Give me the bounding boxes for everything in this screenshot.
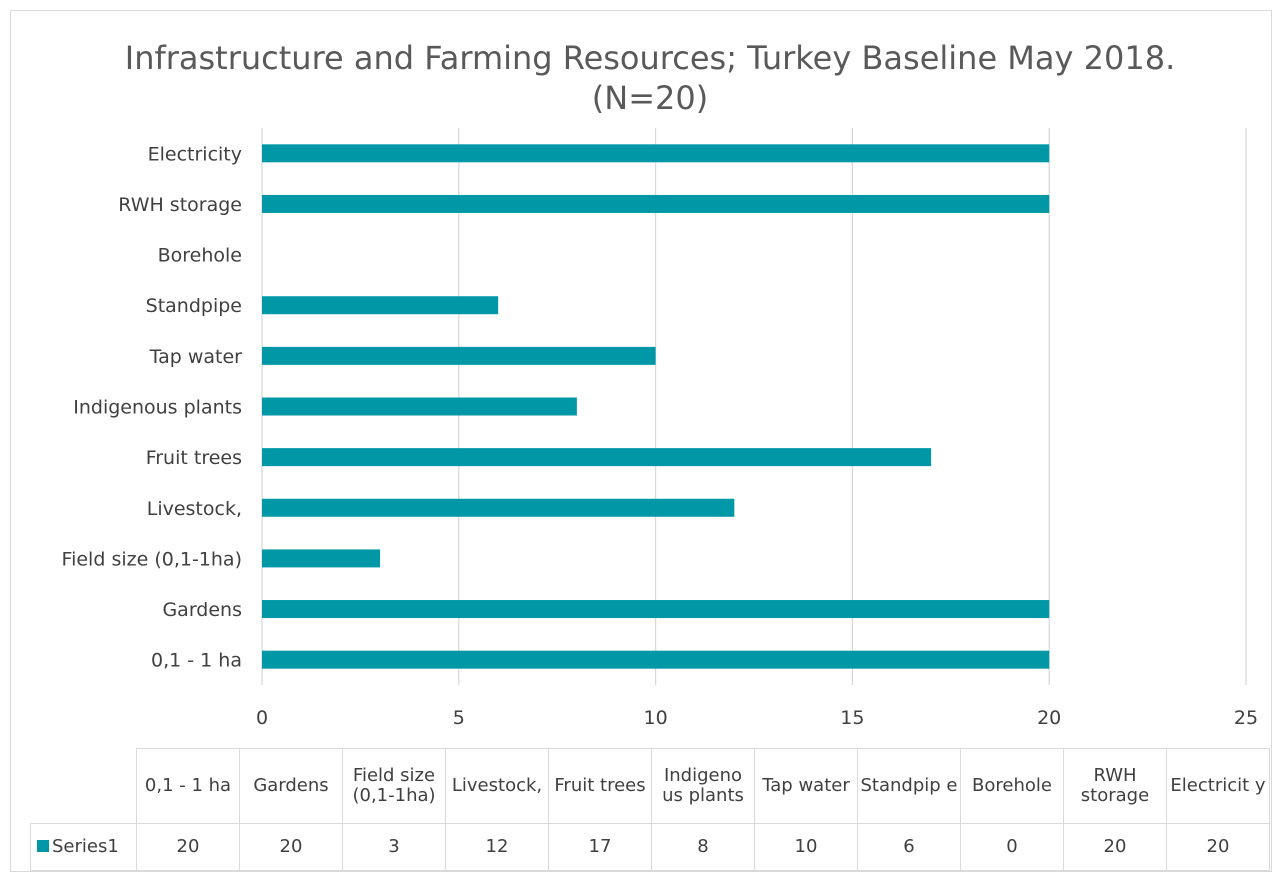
series-swatch bbox=[37, 840, 49, 852]
bar-1 bbox=[262, 600, 1050, 619]
bar-2 bbox=[262, 549, 381, 568]
bar-7 bbox=[262, 296, 499, 315]
x-tick-label-5: 25 bbox=[1234, 707, 1258, 729]
table-value-1: 20 bbox=[239, 823, 343, 871]
table-value-4: 17 bbox=[548, 823, 652, 871]
table-header-6: Tap water bbox=[754, 748, 858, 824]
category-label-3: Livestock, bbox=[147, 498, 242, 520]
bar-10 bbox=[262, 144, 1050, 163]
bar-4 bbox=[262, 448, 932, 467]
category-label-7: Standpipe bbox=[146, 295, 242, 317]
data-table-corner bbox=[30, 748, 137, 824]
table-header-3: Livestock, bbox=[445, 748, 549, 824]
chart-frame bbox=[10, 10, 1272, 872]
table-value-7: 6 bbox=[857, 823, 961, 871]
x-tick-label-0: 0 bbox=[256, 707, 268, 729]
bar-3 bbox=[262, 498, 735, 517]
series-legend-cell: Series1 bbox=[30, 823, 137, 871]
category-label-0: 0,1 - 1 ha bbox=[151, 650, 242, 672]
table-header-7: Standpip e bbox=[857, 748, 961, 824]
category-label-9: RWH storage bbox=[118, 194, 242, 216]
table-value-8: 0 bbox=[960, 823, 1064, 871]
table-value-5: 8 bbox=[651, 823, 755, 871]
bar-0 bbox=[262, 650, 1050, 669]
chart-title: Infrastructure and Farming Resources; Tu… bbox=[124, 39, 1176, 117]
table-value-9: 20 bbox=[1063, 823, 1167, 871]
category-label-1: Gardens bbox=[162, 599, 242, 621]
bar-5 bbox=[262, 397, 577, 416]
series-name: Series1 bbox=[52, 836, 119, 857]
table-header-4: Fruit trees bbox=[548, 748, 652, 824]
table-value-3: 12 bbox=[445, 823, 549, 871]
table-value-2: 3 bbox=[342, 823, 446, 871]
table-header-5: Indigeno us plants bbox=[651, 748, 755, 824]
category-label-10: Electricity bbox=[148, 143, 242, 165]
x-tick-label-4: 20 bbox=[1037, 707, 1061, 729]
table-value-10: 20 bbox=[1166, 823, 1270, 871]
data-table-values-row: Series1 20 20 3 12 17 8 10 6 0 20 20 bbox=[30, 823, 1270, 871]
table-header-8: Borehole bbox=[960, 748, 1064, 824]
bar-chart-plot: 0 5 10 15 20 25 0,1 - 1 ha Gardens Field size (0… bbox=[62, 128, 1258, 729]
data-table: 0,1 - 1 ha Gardens Field size (0,1-1ha) Liv… bbox=[30, 748, 1270, 871]
bar-6 bbox=[262, 346, 656, 365]
table-header-1: Gardens bbox=[239, 748, 343, 824]
table-header-2: Field size (0,1-1ha) bbox=[342, 748, 446, 824]
category-label-4: Fruit trees bbox=[146, 447, 242, 469]
category-label-6: Tap water bbox=[149, 346, 243, 368]
x-tick-label-3: 15 bbox=[840, 707, 864, 729]
table-value-6: 10 bbox=[754, 823, 858, 871]
x-tick-label-2: 10 bbox=[644, 707, 668, 729]
category-label-8: Borehole bbox=[158, 245, 242, 267]
data-table-header-row: 0,1 - 1 ha Gardens Field size (0,1-1ha) Liv… bbox=[30, 748, 1270, 824]
table-header-10: Electricit y bbox=[1166, 748, 1270, 824]
table-header-0: 0,1 - 1 ha bbox=[136, 748, 240, 824]
category-label-5: Indigenous plants bbox=[73, 397, 242, 419]
category-label-2: Field size (0,1-1ha) bbox=[62, 548, 242, 570]
table-value-0: 20 bbox=[136, 823, 240, 871]
table-header-9: RWH storage bbox=[1063, 748, 1167, 824]
bar-9 bbox=[262, 194, 1050, 213]
x-tick-label-1: 5 bbox=[453, 707, 465, 729]
